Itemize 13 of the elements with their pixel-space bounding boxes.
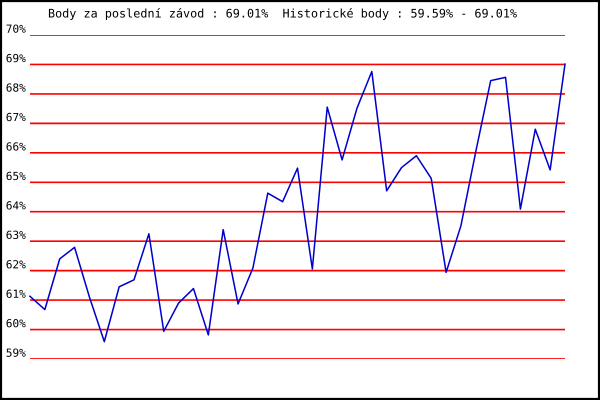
y-tick-label: 67% [6, 112, 26, 122]
y-tick-label: 69% [6, 54, 26, 62]
y-tick-label: 59% [6, 348, 26, 357]
y-tick-label: 66% [6, 142, 26, 151]
y-tick-label: 62% [6, 260, 26, 268]
y-tick-label: 65% [6, 172, 26, 180]
y-tick-label: 64% [6, 201, 26, 210]
chart-title: Body za poslední závod : 69.01% Historické body : 59.59% - 69.01% [48, 8, 517, 20]
y-tick-label: 70% [6, 24, 26, 33]
y-tick-label: 60% [6, 318, 26, 328]
y-tick-label: 68% [6, 83, 26, 92]
y-tick-label: 63% [6, 230, 26, 240]
y-tick-label: 61% [6, 290, 26, 298]
